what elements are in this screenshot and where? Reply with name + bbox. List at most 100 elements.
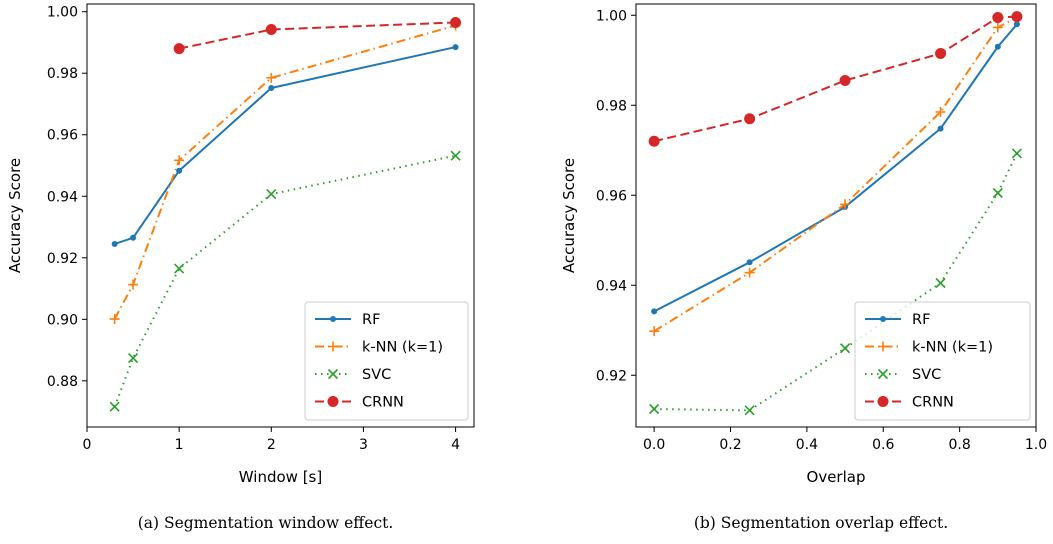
axes-frame	[635, 3, 1037, 428]
legend: RF k-NN (k=1) SVC CRNN	[854, 301, 1031, 421]
series-crnn	[173, 16, 462, 55]
legend-label: SVC	[362, 367, 391, 383]
legend-marker	[327, 396, 339, 407]
x-tick-label: 3	[359, 437, 368, 453]
legend-marker	[878, 341, 888, 352]
data-point	[1013, 21, 1020, 28]
x-axis-label: Overlap	[807, 468, 866, 486]
y-tick-label: 0.92	[47, 251, 78, 267]
legend-marker	[880, 316, 886, 322]
y-tick-label: 0.96	[47, 128, 78, 144]
data-point	[992, 187, 1003, 199]
chart-panel-window: 0 1 2 3 4 0.88 0.90 0.92 0.94 0.96 0.98 1.00 Window …	[6, 3, 475, 532]
data-point	[937, 125, 944, 132]
data-point	[265, 24, 277, 36]
series-line	[654, 152, 1018, 412]
y-axis-label: Accuracy Score	[560, 158, 578, 273]
y-tick-label: 0.94	[47, 189, 78, 205]
legend-label: k-NN (k=1)	[362, 340, 443, 356]
data-point	[744, 267, 755, 278]
series-line	[113, 24, 456, 320]
legend-item: k-NN (k=1)	[315, 340, 443, 356]
data-point	[174, 263, 185, 274]
legend-item: RF	[865, 312, 930, 328]
legend-marker	[877, 368, 889, 380]
data-point	[840, 343, 851, 354]
x-tick-label: 0.0	[643, 437, 665, 453]
data-point	[452, 44, 459, 51]
x-axis-label: Window [s]	[239, 468, 322, 486]
data-point	[1011, 148, 1022, 159]
legend-label: RF	[362, 312, 380, 328]
data-point	[649, 326, 660, 337]
x-tick-label: 0	[83, 437, 92, 453]
legend-item: k-NN (k=1)	[865, 340, 993, 356]
data-point	[450, 16, 462, 28]
legend-item: CRNN	[865, 395, 954, 411]
data-point	[840, 199, 851, 210]
figure-caption: (b) Segmentation overlap effect.	[694, 514, 948, 532]
y-tick-label: 0.98	[596, 98, 627, 114]
series-line	[114, 46, 456, 245]
data-point	[839, 75, 851, 86]
plot-area	[648, 11, 1023, 416]
legend-marker	[328, 341, 338, 352]
legend-label: k-NN (k=1)	[912, 340, 993, 356]
x-tick-label: 0.8	[948, 437, 970, 453]
data-point	[268, 84, 275, 91]
legend-label: SVC	[912, 367, 941, 383]
data-point	[935, 107, 946, 117]
y-tick-label: 0.96	[596, 188, 627, 204]
series-rf	[651, 21, 1020, 315]
y-tick-label: 0.94	[596, 278, 627, 294]
data-point	[1011, 11, 1023, 23]
x-tick-label: 1	[175, 437, 184, 453]
series-svc	[649, 148, 1022, 416]
data-point	[649, 403, 660, 415]
axes-frame	[86, 3, 475, 428]
data-point	[173, 43, 185, 55]
series-line	[653, 23, 1018, 313]
series-line	[178, 21, 456, 50]
series-line	[653, 16, 1018, 333]
series-k-nn-k-1	[649, 12, 1022, 337]
x-tick-label: 2	[267, 437, 276, 453]
data-point	[128, 279, 139, 290]
legend-item: RF	[315, 312, 380, 328]
legend-label: CRNN	[362, 395, 404, 411]
data-point	[109, 314, 120, 325]
data-point	[109, 401, 120, 412]
legend-marker	[327, 368, 339, 380]
data-point	[174, 155, 185, 166]
x-tick-label: 1.0	[1025, 437, 1047, 453]
series-svc	[109, 150, 461, 412]
series-k-nn-k-1	[109, 20, 461, 325]
y-tick-label: 0.92	[596, 368, 627, 384]
data-point	[992, 22, 1003, 33]
legend-marker	[330, 316, 336, 322]
legend-item: SVC	[865, 367, 941, 383]
series-crnn	[648, 11, 1023, 147]
data-point	[935, 277, 946, 289]
data-point	[128, 353, 139, 364]
legend-label: RF	[912, 312, 930, 328]
data-point	[744, 405, 755, 416]
legend-box	[304, 301, 469, 421]
legend-box	[854, 301, 1031, 421]
data-point	[266, 189, 277, 200]
x-tick-label: 4	[451, 437, 460, 453]
data-point	[746, 259, 753, 266]
y-tick-label: 0.88	[47, 374, 78, 390]
data-point	[992, 12, 1004, 23]
legend-item: CRNN	[315, 395, 404, 411]
legend-item: SVC	[315, 367, 391, 383]
data-point	[648, 135, 660, 147]
data-point	[450, 150, 461, 161]
y-tick-label: 0.90	[47, 312, 78, 328]
series-rf	[111, 44, 459, 247]
data-point	[266, 72, 277, 83]
legend-marker	[877, 396, 889, 407]
legend: RF k-NN (k=1) SVC CRNN	[304, 301, 469, 421]
chart-panel-overlap: 0.0 0.2 0.4 0.6 0.8 1.0 0.92 0.94 0.96 0.98 1.00 Ov…	[560, 3, 1047, 532]
